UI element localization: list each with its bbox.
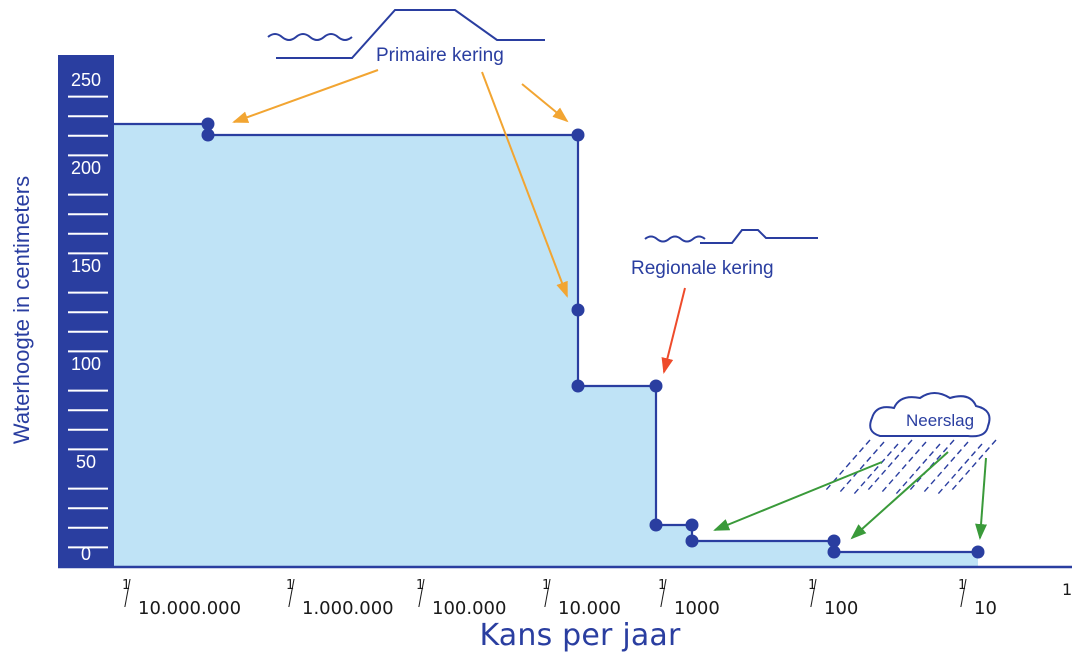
x-tick-numerator: 1 (122, 578, 131, 593)
x-tick-numerator: 1 (658, 578, 667, 593)
annotation-neerslag: Neerslag (906, 411, 975, 430)
x-tick-slash: / (124, 573, 131, 613)
point-step-7-right (971, 545, 985, 559)
point-primaire-mid (571, 303, 585, 317)
x-tick-denominator: 1.000.000 (302, 598, 394, 619)
x-tick-numerator: 1 (808, 578, 817, 593)
point-step-20-right (685, 518, 699, 532)
rain-streak (853, 443, 899, 495)
x-tick-numerator: 1 (416, 578, 425, 593)
x-tick-numerator: 1 (286, 578, 295, 593)
arrow-neerslag-1 (713, 461, 883, 531)
x-axis-title: Kans per jaar (479, 618, 681, 653)
y-tick-label: 250 (70, 70, 102, 90)
x-tick-numerator: 1 (542, 578, 551, 593)
y-tick-label: 100 (70, 354, 102, 374)
y-axis-ticks (68, 95, 108, 549)
point-step-12-right (827, 534, 841, 548)
x-tick-denominator: 10.000.000 (138, 598, 242, 619)
regional-dike-icon (644, 229, 818, 244)
primary-dike-icon (267, 9, 545, 59)
rain-streak (923, 441, 969, 493)
point-step-100-left (571, 379, 585, 393)
x-tick-slash: / (660, 573, 667, 613)
y-tick-label: 150 (70, 256, 102, 276)
x-tick-denominator: 100 (824, 598, 859, 619)
point-primaire-end (571, 128, 585, 142)
rain-streak (951, 439, 997, 491)
x-tick-denominator: 10 (974, 598, 997, 619)
y-tick-label: 50 (75, 452, 97, 472)
rain-cloud-icon (825, 392, 997, 495)
rain-streak (867, 439, 913, 491)
point-step-20-left (649, 518, 663, 532)
x-tick-denominator: 100.000 (432, 598, 507, 619)
x-tick-denominator: 10.000 (558, 598, 621, 619)
x-tick-slash: / (288, 573, 295, 613)
x-tick-slash: / (418, 573, 425, 613)
point-step-100-right (649, 379, 663, 393)
point-primaire-top (201, 117, 215, 131)
x-tick-numerator: 1 (958, 578, 967, 593)
y-axis-title-text: Waterhoogte in centimeters (9, 175, 35, 445)
arrow-neerslag-3 (975, 457, 988, 540)
rain-streak (839, 441, 885, 493)
point-step-12-left (685, 534, 699, 548)
point-primaire-low (201, 128, 215, 142)
point-step-7-left (827, 545, 841, 559)
annotation-primaire-kering: Primaire kering (376, 45, 504, 66)
arrow-primaire-down (481, 71, 568, 298)
rain-streak (881, 441, 927, 493)
annotation-regionale-kering: Regionale kering (631, 258, 774, 279)
arrow-primaire-right (521, 83, 569, 123)
x-tick-end: 1 (1062, 580, 1073, 599)
x-tick-slash: / (544, 573, 551, 613)
x-tick-slash: / (960, 573, 967, 613)
arrow-neerslag-2 (850, 451, 949, 540)
rain-streak (937, 443, 983, 495)
rain-streak (895, 443, 941, 495)
y-tick-label: 200 (70, 158, 102, 178)
flood-area (114, 124, 978, 567)
y-axis-title: Waterhoogte in centimeters (2, 130, 42, 490)
arrow-primaire-left (232, 69, 379, 123)
step-points (201, 117, 985, 559)
x-tick-slash: / (810, 573, 817, 613)
y-tick-label: 0 (80, 544, 91, 564)
x-tick-denominator: 1000 (674, 598, 720, 619)
arrow-regionaal (661, 287, 686, 374)
